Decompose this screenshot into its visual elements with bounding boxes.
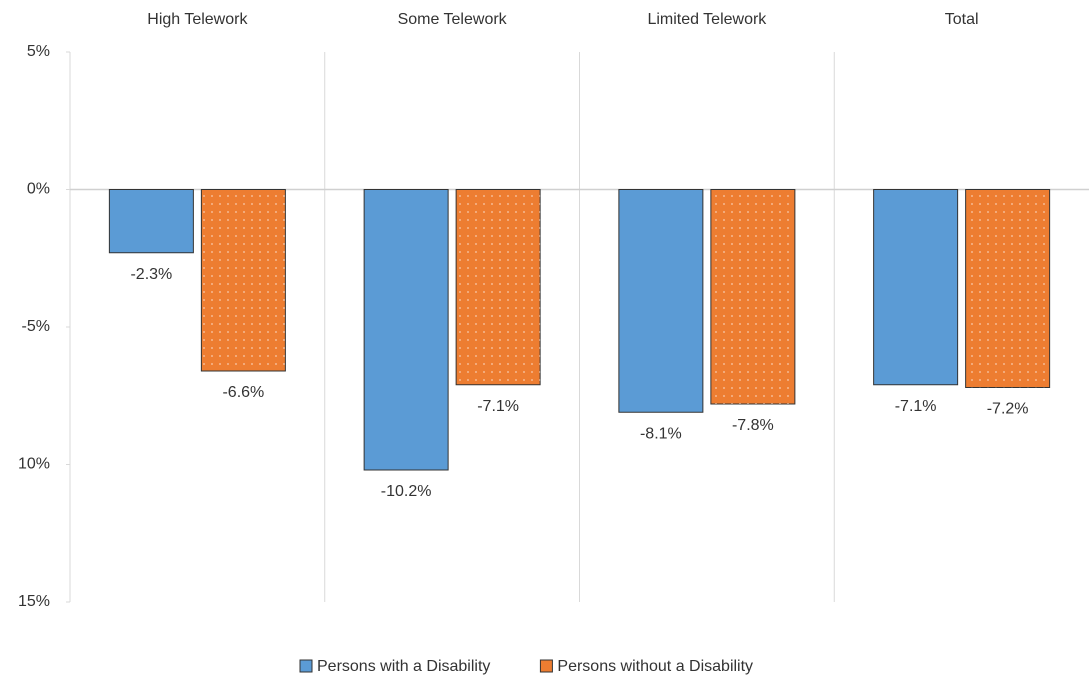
y-tick-label: 5% [27,43,50,60]
data-label: -7.1% [477,398,519,415]
bar [873,189,959,386]
x-tick-label: Total [945,11,979,28]
legend-label: Persons without a Disability [557,658,753,675]
y-tick-label: 0% [27,181,50,198]
bar-texture [965,189,1050,388]
data-label: -10.2% [381,483,432,500]
data-label: -6.6% [222,384,264,401]
x-tick-label: Some Telework [398,11,508,28]
x-tick-label: Limited Telework [647,11,767,28]
y-tick-label: 15% [18,593,50,610]
bar [108,189,194,254]
bar-texture [710,189,795,404]
y-tick-label: -5% [22,318,50,335]
bar-texture [456,189,541,385]
legend-swatch [539,659,553,673]
bar-texture [201,189,286,371]
data-label: -7.2% [987,401,1029,418]
x-tick-label: High Telework [147,11,248,28]
bar [618,189,704,413]
data-label: -7.8% [732,417,774,434]
legend-label: Persons with a Disability [317,658,490,675]
legend-swatch [299,659,313,673]
data-label: -7.1% [895,398,937,415]
data-label: -8.1% [640,425,682,442]
data-label: -2.3% [130,266,172,283]
bar [363,189,449,471]
y-tick-label: 10% [18,456,50,473]
